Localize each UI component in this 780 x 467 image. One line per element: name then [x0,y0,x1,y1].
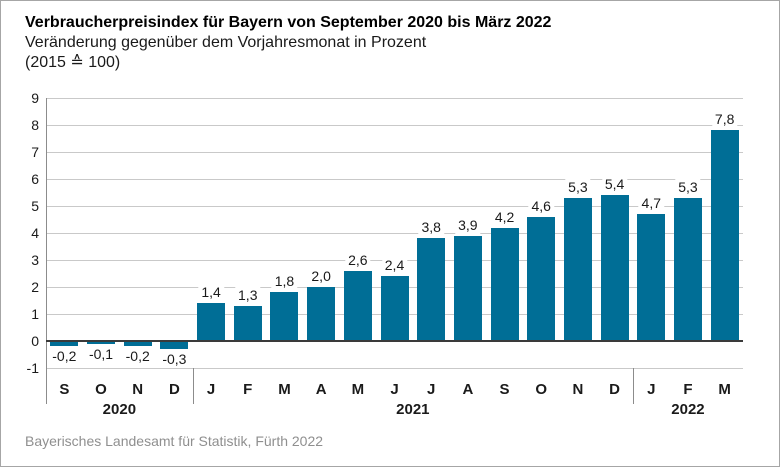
gridline [46,206,743,207]
x-axis-month-label: J [206,381,216,398]
gridline [46,233,743,234]
gridline [46,152,743,153]
x-axis-month-label: A [315,381,327,398]
bar [563,197,592,341]
y-axis-tick-label: 8 [31,117,39,133]
bar-value-label: 3,9 [455,216,481,234]
x-axis-month-label: O [95,381,107,398]
x-axis-month-label: D [168,381,180,398]
bar-value-label: 4,6 [528,197,554,215]
x-axis-month-label: M [278,381,291,398]
bar-value-label: -0,2 [122,348,153,366]
bar [343,270,372,341]
bar [417,238,446,341]
bar-value-label: 5,4 [601,176,628,194]
bar [490,227,519,341]
y-axis-tick-label: 2 [31,279,39,295]
bar-value-label: 1,8 [271,273,298,291]
bar [160,341,189,350]
chart-title: Verbraucherpreisindex für Bayern von Sep… [25,14,552,31]
y-axis-tick-label: 4 [31,225,39,241]
x-axis-month-label: J [390,381,399,398]
bar-value-label: -0,3 [159,351,190,369]
bar [307,287,336,341]
y-axis-line [46,98,47,404]
y-axis-tick-label: 1 [31,306,39,322]
bar-value-label: 2,0 [308,268,334,285]
bar-value-label: -0,2 [49,348,80,366]
gridline [46,368,743,369]
bar-value-label: 1,3 [235,286,261,304]
y-axis-tick-label: 3 [31,252,39,268]
bar [233,305,262,341]
x-axis-month-label: F [683,381,693,398]
bar [637,214,666,341]
bar-value-label: 4,7 [638,195,665,213]
gridline [46,98,743,99]
x-axis-month-label: M [351,381,365,398]
x-axis-year-label: 2020 [102,401,137,418]
bar [197,303,226,341]
bar [270,292,299,341]
bar-value-label: 2,4 [381,257,408,275]
y-axis-tick-label: 7 [31,144,39,160]
gridline [46,179,743,180]
x-axis-month-label: O [535,381,548,398]
x-axis-year-label: 2021 [396,401,430,418]
y-axis-tick-label: 0 [31,333,39,349]
x-axis-month-label: M [718,381,731,398]
year-separator-line [192,368,194,404]
y-axis-tick-label: 5 [31,198,39,214]
bar [453,235,482,341]
y-axis-tick-label: 9 [31,90,39,106]
x-axis-month-label: D [609,381,621,398]
bar-value-label: 2,6 [345,251,371,269]
x-axis-month-label: N [572,381,584,398]
x-axis-month-label: S [499,381,510,398]
source-attribution: Bayerisches Landesamt für Statistik, Für… [25,433,324,449]
bar [527,216,556,341]
title-block: Verbraucherpreisindex für Bayern von Sep… [25,13,551,73]
index-basis: (2015 ≙ 100) [25,54,121,71]
gridline [46,125,743,126]
bar [673,197,702,341]
bar-value-label: 3,8 [418,219,444,237]
zero-axis-line [46,340,743,342]
x-axis-month-label: F [243,381,253,398]
x-axis-month-label: A [462,381,474,398]
bar-value-label: 4,2 [491,208,518,226]
bar [87,341,116,344]
year-separator-line [632,368,634,404]
bar-value-label: 1,4 [198,284,224,302]
bar-value-label: 7,8 [711,111,738,129]
bar-value-label: 5,3 [675,178,701,196]
chart-subtitle: Veränderung gegenüber dem Vorjahresmonat… [25,34,427,51]
y-axis-tick-label: 6 [31,171,39,187]
bar [50,341,79,347]
x-axis-year-label: 2022 [671,401,705,418]
x-axis-month-label: J [427,381,436,398]
bar-value-label: 5,3 [565,178,591,196]
bar [710,130,739,341]
x-axis-month-label: J [647,381,656,398]
bar [380,276,409,341]
x-axis-month-label: S [59,381,70,398]
bar [123,341,152,347]
bar [600,195,629,341]
bar-value-label: -0,1 [85,345,117,363]
x-axis-month-label: N [132,381,144,398]
y-axis-tick-label: -1 [26,360,39,376]
